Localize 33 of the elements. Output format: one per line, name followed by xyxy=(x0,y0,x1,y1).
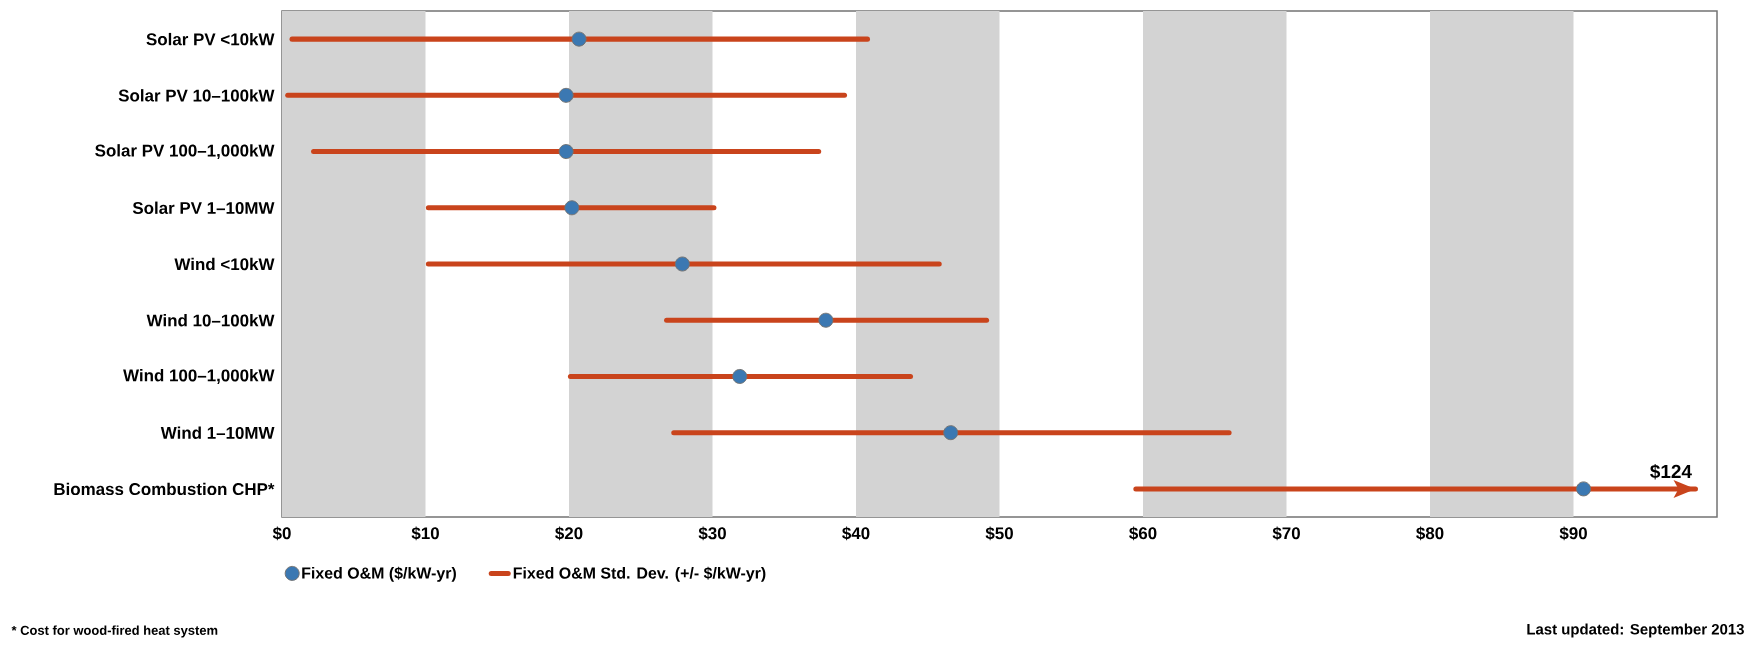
point xyxy=(558,87,574,103)
y-tick-label: Wind <10kW xyxy=(174,257,275,271)
point xyxy=(818,312,834,328)
x-tick-label: $70 xyxy=(1272,526,1300,541)
point xyxy=(732,368,748,384)
point xyxy=(1576,481,1592,497)
x-tick-label: $30 xyxy=(698,526,726,541)
point xyxy=(564,200,580,216)
x-tick-label: $10 xyxy=(411,526,439,541)
y-tick-label: Wind 1–10MW xyxy=(160,426,275,439)
y-tick-label: Solar PV 10–100kW xyxy=(118,89,275,102)
annotation: $124 xyxy=(1650,463,1692,480)
point xyxy=(571,31,587,47)
text: * Cost for wood-fired heat system xyxy=(11,625,218,638)
x-tick-label: $40 xyxy=(842,526,870,541)
point xyxy=(674,256,690,272)
x-tick-label: $0 xyxy=(272,526,291,541)
point xyxy=(943,425,959,441)
text: Last updated: September 2013 xyxy=(1527,623,1744,638)
y-tick-label: Wind 100–1,000kW xyxy=(123,369,275,384)
y-tick-label: Solar PV <10kW xyxy=(146,32,275,46)
legend-label: Fixed O&M ($/kW-yr) xyxy=(302,566,456,582)
y-tick-label: Wind 10–100kW xyxy=(146,314,275,327)
x-tick-label: $50 xyxy=(985,526,1013,541)
point xyxy=(558,144,574,160)
y-tick-label: Solar PV 1–10MW xyxy=(132,201,275,215)
x-tick-label: $90 xyxy=(1559,526,1587,541)
y-tick-label: Biomass Combustion CHP* xyxy=(54,482,275,496)
legend-label: Fixed O&M Std. Dev. (+/- $/kW-yr) xyxy=(513,566,766,582)
x-tick-label: $80 xyxy=(1416,526,1444,541)
x-tick-label: $20 xyxy=(555,526,583,541)
x-tick-label: $60 xyxy=(1129,526,1157,541)
y-tick-label: Solar PV 100–1,000kW xyxy=(95,144,275,160)
